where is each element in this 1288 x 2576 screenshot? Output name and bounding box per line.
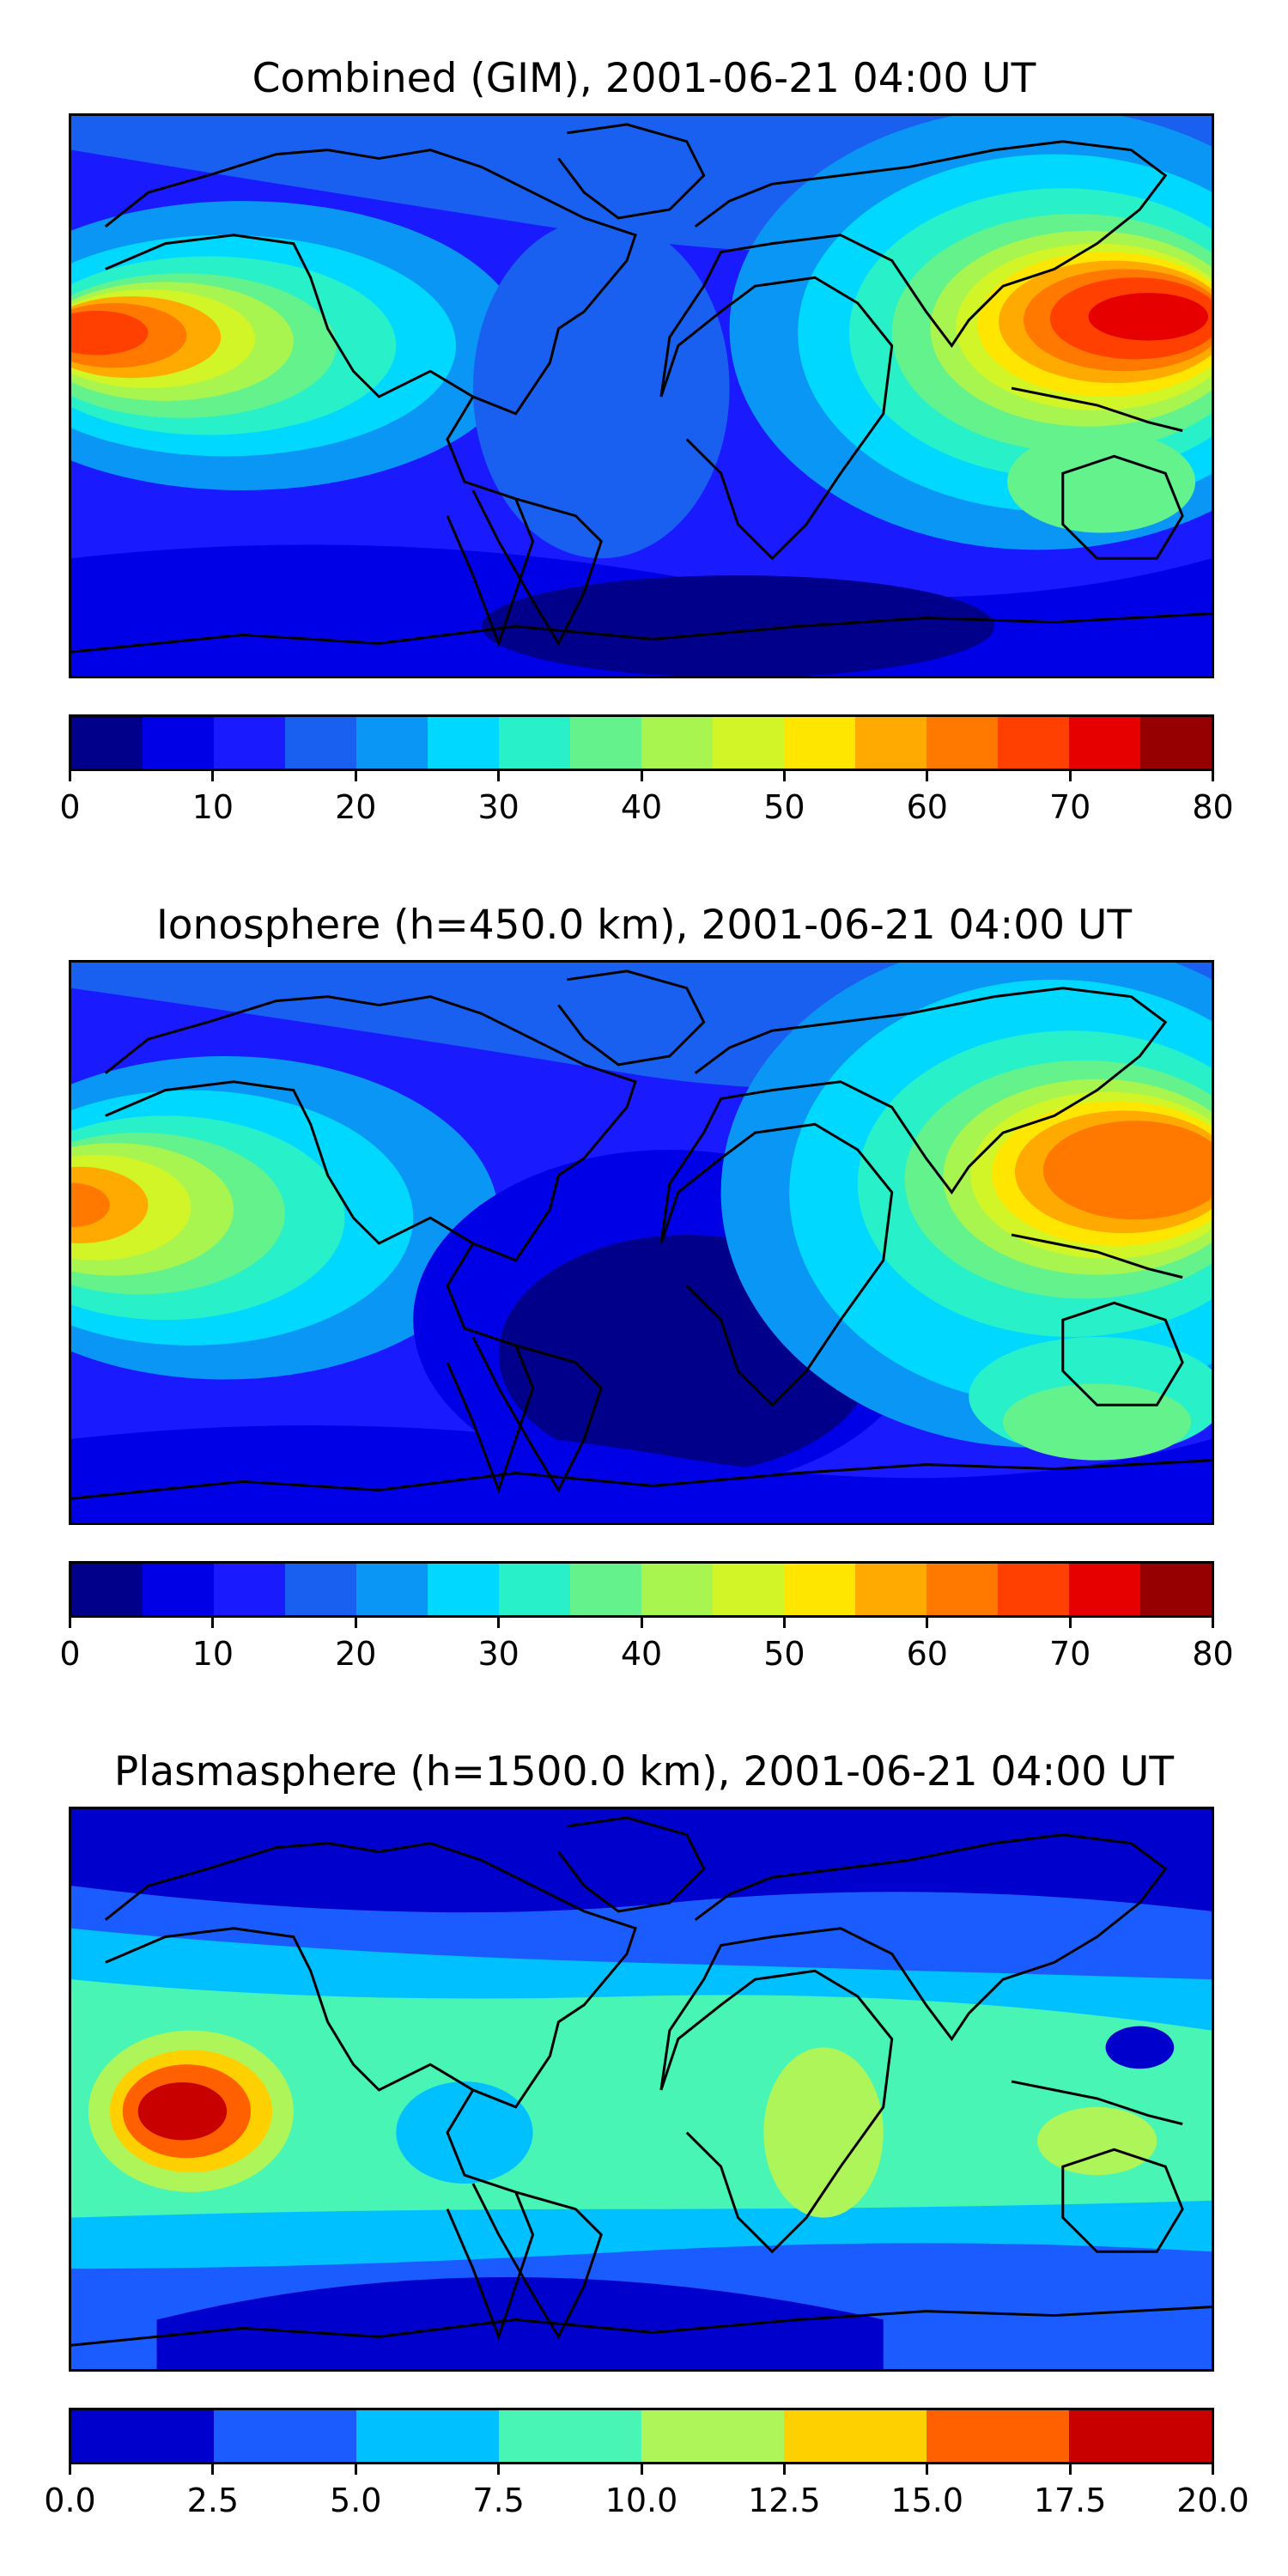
colorbar-segment [214,1564,285,1615]
colorbar-segment [356,2410,499,2462]
colorbar-tick-label: 0.0 [44,2482,96,2519]
colorbar-tick-label: 17.5 [1033,2482,1107,2519]
colorbar-segment [927,1564,998,1615]
colorbar-ticks-combined: 0 10 20 30 40 50 60 70 80 [59,769,1234,829]
colorbar-tick-label: 5.0 [330,2482,382,2519]
colorbar-tick-label: 10.0 [605,2482,678,2519]
colorbar-segment [927,717,998,769]
colorbar-segment [499,1564,570,1615]
colorbar-segment [428,717,499,769]
colorbar-segment [855,717,927,769]
colorbar-tick-label: 0 [59,1635,81,1673]
colorbar-tick-label: 10 [191,1635,234,1673]
colorbar-segment [998,1564,1069,1615]
colorbar-segment [356,1564,428,1615]
colorbar-segment [784,1564,855,1615]
colorbar-segment [214,717,285,769]
colorbar-tick-label: 30 [477,1635,519,1673]
colorbar-segment [570,717,641,769]
colorbar-tick-label: 70 [1048,788,1091,826]
panel-title-combined: Combined (GIM), 2001-06-21 04:00 UT [252,55,1036,102]
colorbar-tick-label: 20.0 [1176,2482,1249,2519]
colorbar-segment [71,1564,143,1615]
colorbar-tick-label: 60 [906,1635,948,1673]
colorbar-tick-label: 7.5 [472,2482,525,2519]
colorbar-segment [356,717,428,769]
colorbar-tick-label: 15.0 [890,2482,964,2519]
colorbar-segment [143,1564,214,1615]
colorbar-segment [855,1564,927,1615]
colorbar-segment [641,2410,784,2462]
colorbar-segment [71,2410,214,2462]
colorbar-tick-label: 20 [335,788,377,826]
colorbar-segment [1069,2410,1212,2462]
colorbar-ionosphere [69,1561,1214,1618]
colorbar-tick-label: 50 [763,788,805,826]
colorbar-segment [1140,1564,1212,1615]
colorbar-segment [499,717,570,769]
colorbar-segment [71,717,143,769]
colorbar-tick-label: 80 [1192,788,1234,826]
tec-map-plasmasphere [71,1809,1212,2369]
tec-map-ionosphere [71,963,1212,1522]
tec-map-combined [71,116,1212,676]
colorbar-segment [784,2410,927,2462]
colorbar-segment [927,2410,1069,2462]
colorbar-segment [713,717,784,769]
colorbar-tick-label: 2.5 [186,2482,240,2519]
colorbar-tick-label: 50 [763,1635,805,1673]
colorbar-tick-label: 20 [335,1635,377,1673]
colorbar-tick-label: 40 [620,1635,663,1673]
colorbar-tick-label: 60 [906,788,948,826]
panel-title-plasmasphere: Plasmasphere (h=1500.0 km), 2001-06-21 0… [113,1748,1175,1795]
colorbar-tick-label: 40 [620,788,663,826]
colorbar-tick-label: 10 [191,788,234,826]
colorbar-segment [214,2410,356,2462]
colorbar-segment [1069,717,1140,769]
colorbar-segment [641,1564,713,1615]
colorbar-tick-label: 70 [1048,1635,1091,1673]
colorbar-segment [143,717,214,769]
colorbar-ticks-plasmasphere: 0.0 2.5 5.0 7.5 10.0 12.5 15.0 17.5 20.0 [44,2463,1249,2523]
colorbar-ticks-ionosphere: 0 10 20 30 40 50 60 70 80 [59,1616,1234,1676]
colorbar-combined [69,714,1214,771]
colorbar-segment [1140,717,1212,769]
colorbar-segment [285,717,356,769]
colorbar-segment [784,717,855,769]
colorbar-segment [428,1564,499,1615]
colorbar-segment [713,1564,784,1615]
colorbar-tick-label: 0 [59,788,81,826]
colorbar-tick-label: 12.5 [748,2482,821,2519]
map-plasmasphere [69,1807,1214,2372]
colorbar-segment [285,1564,356,1615]
colorbar-segment [499,2410,641,2462]
colorbar-segment [998,717,1069,769]
colorbar-plasmasphere [69,2408,1214,2464]
panel-title-ionosphere: Ionosphere (h=450.0 km), 2001-06-21 04:0… [155,902,1133,949]
colorbar-segment [570,1564,641,1615]
map-ionosphere [69,960,1214,1525]
colorbar-tick-label: 30 [477,788,519,826]
colorbar-segment [1069,1564,1140,1615]
colorbar-tick-label: 80 [1192,1635,1234,1673]
map-combined [69,113,1214,678]
colorbar-segment [641,717,713,769]
